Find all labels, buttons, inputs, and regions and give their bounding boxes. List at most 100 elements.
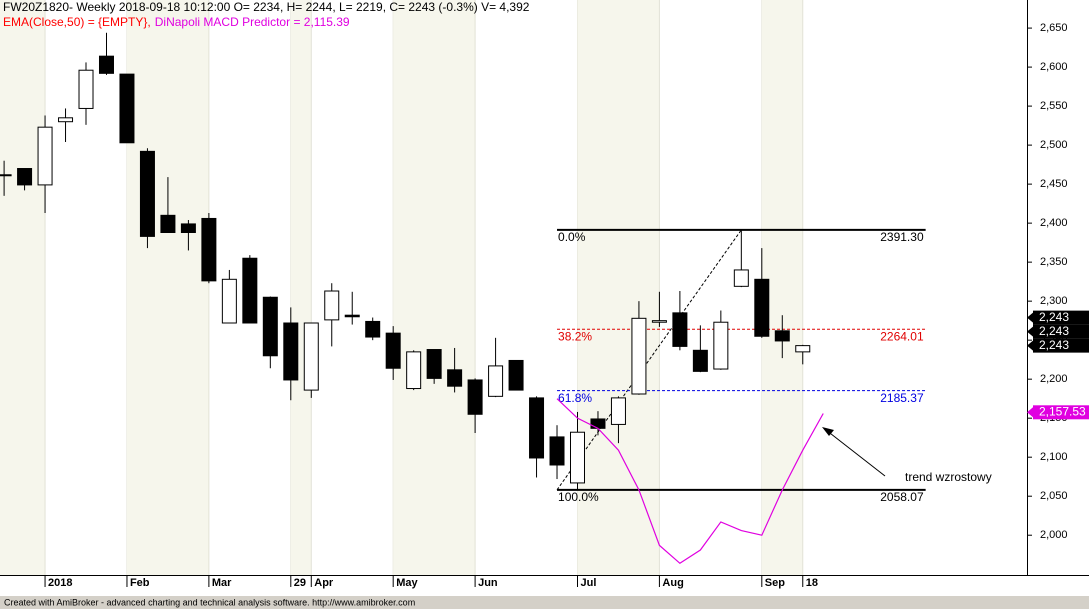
fib-level-label: 61.8% <box>558 391 592 405</box>
y-tick-label: 2,650 <box>1040 22 1068 34</box>
candle-body <box>17 168 33 186</box>
candle-body <box>549 436 565 466</box>
candle-body <box>406 351 422 390</box>
y-tick-label: 2,100 <box>1040 451 1068 463</box>
candle-body <box>672 312 688 347</box>
annotation-arrow <box>825 429 886 477</box>
candle-body <box>467 379 483 415</box>
candle-body <box>78 69 94 109</box>
x-tick-label: 2018 <box>48 577 72 589</box>
price-marker-pointer <box>1027 312 1033 323</box>
price-marker-pointer <box>1027 407 1033 418</box>
x-tick-label: Jun <box>478 577 498 589</box>
candle-body <box>283 322 299 381</box>
candle-body <box>754 278 770 337</box>
month-band <box>126 0 209 575</box>
y-tick-label: 2,350 <box>1040 256 1068 268</box>
price-marker <box>1033 338 1089 353</box>
fib-value-label: 2264.01 <box>880 329 924 343</box>
candle-body <box>733 269 749 287</box>
price-marker-label: 2,243 <box>1039 338 1069 352</box>
month-band <box>290 0 312 575</box>
candle-body <box>774 330 790 342</box>
fib-value-label: 2058.07 <box>880 490 924 504</box>
x-tick-label: Aug <box>662 577 683 589</box>
candle-body <box>0 174 12 177</box>
price-marker-pointer <box>1027 326 1033 337</box>
x-tick-label: 29 <box>294 577 306 589</box>
candle-body <box>119 73 135 144</box>
y-tick-label: 2,200 <box>1040 373 1068 385</box>
fib-level-label: 38.2% <box>558 329 592 343</box>
x-tick-label: Apr <box>314 577 334 589</box>
candle-body <box>37 126 53 186</box>
month-band <box>0 0 46 575</box>
month-band <box>393 0 476 575</box>
candle-body <box>447 369 463 387</box>
x-tick-label: Mar <box>212 577 232 589</box>
x-tick-label: Feb <box>130 577 150 589</box>
price-marker <box>1033 310 1089 325</box>
candle-body <box>488 365 504 397</box>
candle-body <box>631 317 647 395</box>
candle-body <box>713 321 729 370</box>
price-marker-label: 2,243 <box>1039 310 1069 324</box>
candle-body <box>344 314 360 318</box>
candle-body <box>180 223 196 233</box>
candle-body <box>160 214 176 233</box>
price-marker <box>1033 405 1089 420</box>
y-tick-label: 2,450 <box>1040 178 1068 190</box>
candle-body <box>242 257 258 324</box>
candle-body <box>795 345 811 353</box>
candle-body <box>651 320 667 323</box>
price-marker-label: 2,243 <box>1039 324 1069 338</box>
fib-level-label: 100.0% <box>558 490 599 504</box>
candle-body <box>262 296 278 357</box>
month-bands <box>0 0 804 575</box>
candle-body <box>569 431 585 484</box>
y-tick-label: 2,550 <box>1040 100 1068 112</box>
candle-body <box>529 397 545 459</box>
candle-body <box>324 290 340 321</box>
candle-body <box>590 418 606 429</box>
fib-value-label: 2185.37 <box>880 391 924 405</box>
y-tick-label: 2,600 <box>1040 61 1068 73</box>
y-tick-label: 2,000 <box>1040 529 1068 541</box>
fib-swing-line <box>556 229 742 491</box>
candle-body <box>139 150 155 237</box>
fib-level-label: 0.0% <box>558 230 586 244</box>
candle-body <box>221 278 237 324</box>
price-marker-pointer <box>1027 340 1033 351</box>
x-tick-label: Jul <box>580 577 596 589</box>
candle-body <box>385 332 401 369</box>
candle-body <box>508 359 524 391</box>
x-tick-label: May <box>396 577 418 589</box>
fib-value-label: 2391.30 <box>880 230 924 244</box>
y-tick-label: 2,400 <box>1040 217 1068 229</box>
candle-body <box>692 349 708 372</box>
candle-body <box>303 322 319 391</box>
legend-label: DiNapoli MACD Predictor = 2,115.39 <box>155 15 350 29</box>
footer-text: Created with AmiBroker - advanced charti… <box>4 597 415 607</box>
chart-title: FW20Z1820- Weekly 2018-09-18 10:12:00 O=… <box>3 0 530 14</box>
candle-body <box>98 55 114 74</box>
x-tick-label: 18 <box>806 577 818 589</box>
price-marker-label: 2,157.53 <box>1039 404 1086 418</box>
annotation-arrowhead <box>822 427 834 436</box>
annotation-text: trend wzrostowy <box>905 470 992 484</box>
y-tick-label: 2,050 <box>1040 490 1068 502</box>
y-tick-label: 2,500 <box>1040 139 1068 151</box>
legend-label: EMA(Close,50) = {EMPTY}, <box>3 15 151 29</box>
predictor-line <box>556 398 824 565</box>
month-band <box>577 0 660 575</box>
price-marker <box>1033 324 1089 339</box>
y-tick-label: 2,300 <box>1040 295 1068 307</box>
candle-body <box>58 117 74 123</box>
candle-body <box>610 397 626 425</box>
candle-body <box>365 320 381 338</box>
footer-bar <box>0 596 1089 609</box>
candle-body <box>201 217 217 282</box>
x-tick-label: Sep <box>765 577 785 589</box>
